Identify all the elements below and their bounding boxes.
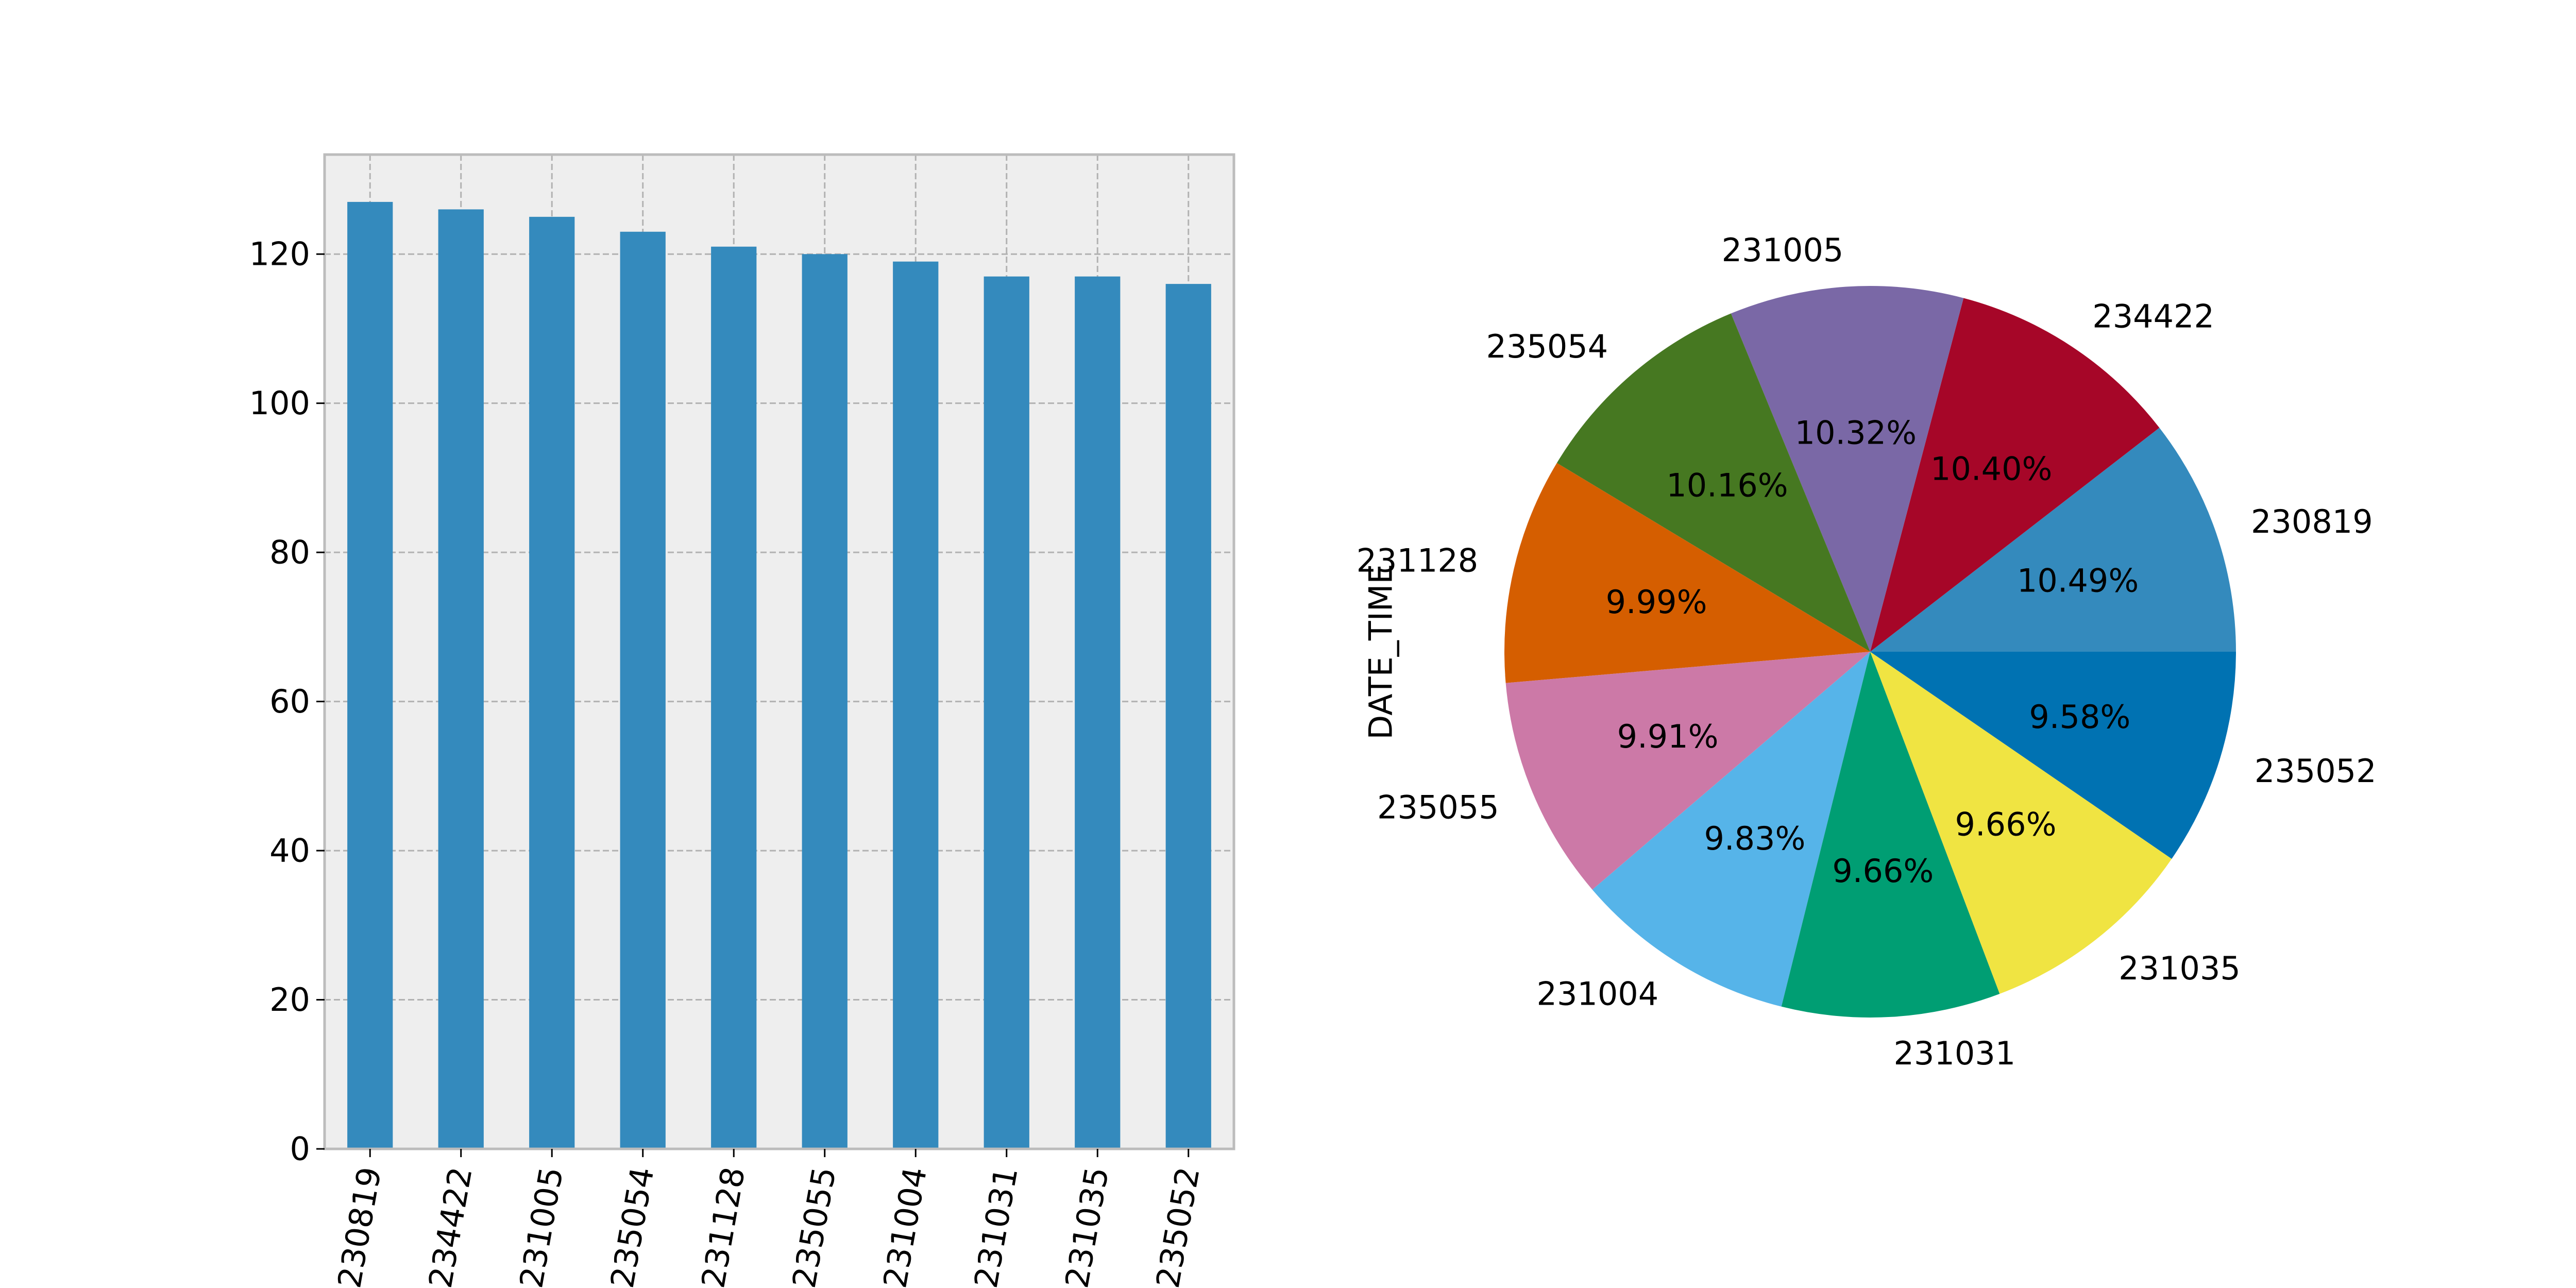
bar xyxy=(893,261,939,1149)
bar-y-tick-label: 40 xyxy=(269,832,310,870)
bar-x-tick-label: 231004 xyxy=(876,1164,934,1288)
bar xyxy=(984,276,1029,1149)
bar-x-tick-label: 231005 xyxy=(512,1164,570,1288)
pie-percent-labels: 10.49% 10.40% 10.32%10.16% 9.99% 9.91% 9.83% 9… xyxy=(1606,414,2139,889)
bar-y-tick-label: 100 xyxy=(249,384,310,422)
bar-x-tick-label: 230819 xyxy=(330,1164,388,1288)
bar-x-tick-label: 235054 xyxy=(603,1164,662,1288)
pie-slice xyxy=(1870,652,2172,994)
pie-chart: DATE_TIME 10.49% 10.40% 10.32%10.16% 9.99% 9… xyxy=(1357,231,2377,1072)
pie-slice xyxy=(1556,313,1870,652)
pie-percent-label: 10.32% xyxy=(1795,414,1917,451)
pie-category-label: 234422 xyxy=(2092,297,2214,335)
bar xyxy=(1075,276,1121,1149)
bar xyxy=(347,201,393,1149)
pie-slice xyxy=(1870,428,2236,652)
pie-category-label: 231005 xyxy=(1722,231,1844,269)
pie-percent-label: 9.83% xyxy=(1704,820,1805,857)
pie-category-label: 231031 xyxy=(1894,1035,2016,1072)
bar-x-tick-label: 231035 xyxy=(1058,1164,1116,1288)
bar xyxy=(802,254,848,1149)
pie-slice xyxy=(1870,298,2160,652)
pie-percent-label: 9.91% xyxy=(1617,718,1719,755)
pie-percent-label: 9.66% xyxy=(1832,852,1934,890)
pie-slice xyxy=(1870,652,2236,859)
pie-slice xyxy=(1592,652,1870,1007)
pie-category-label: 230819 xyxy=(2251,503,2373,540)
bar-x-tick-label: 234422 xyxy=(421,1164,480,1288)
pie-percent-label: 9.66% xyxy=(1955,806,2057,843)
pie-slices xyxy=(1504,286,2236,1018)
bar-x-tick-label: 231128 xyxy=(694,1164,752,1288)
bar-x-axis: 230819 234422 231005 235054 231128 235055 2310… xyxy=(330,1149,1207,1288)
bar xyxy=(438,209,484,1149)
pie-slice xyxy=(1504,463,1870,683)
pie-category-labels: 230819 234422 231005 235054 231128 235055 2310… xyxy=(1357,231,2377,1072)
pie-ylabel: DATE_TIME xyxy=(1362,564,1400,739)
pie-category-label: 235052 xyxy=(2255,752,2377,790)
bar-chart: 0 20 40 60 80 100 120 230819 234422 231005 235054… xyxy=(249,153,1235,1288)
bar-y-axis: 0 20 40 60 80 100 120 xyxy=(249,235,325,1168)
pie-percent-label: 10.49% xyxy=(2017,562,2139,600)
bar xyxy=(529,216,575,1149)
bar-x-tick-label: 231031 xyxy=(967,1164,1025,1288)
bar-y-tick-label: 0 xyxy=(290,1130,310,1168)
bar-plot-frame xyxy=(323,153,1235,1150)
pie-category-label: 235055 xyxy=(1377,788,1499,826)
bar-series xyxy=(347,201,1211,1149)
bar xyxy=(711,246,757,1149)
bar-y-tick-label: 60 xyxy=(269,683,310,720)
bar-y-tick-label: 80 xyxy=(269,534,310,571)
bar xyxy=(620,231,666,1149)
bar-y-tick-label: 20 xyxy=(269,981,310,1019)
pie-percent-label: 10.16% xyxy=(1666,466,1788,504)
bar-x-tick-label: 235052 xyxy=(1149,1164,1207,1288)
pie-category-label: 231035 xyxy=(2119,950,2241,987)
pie-category-label: 231004 xyxy=(1537,975,1659,1013)
pie-slice xyxy=(1505,652,1870,890)
pie-category-label: 235054 xyxy=(1486,328,1608,365)
pie-percent-label: 9.58% xyxy=(2029,698,2130,736)
bar-x-tick-label: 235055 xyxy=(785,1164,843,1288)
pie-percent-label: 9.99% xyxy=(1606,583,1707,621)
bar-y-tick-label: 120 xyxy=(249,235,310,273)
bar xyxy=(1165,284,1211,1149)
pie-slice xyxy=(1781,652,2000,1018)
pie-slice xyxy=(1731,286,1964,652)
pie-category-label: 231128 xyxy=(1357,542,1479,580)
pie-percent-label: 10.40% xyxy=(1930,450,2052,487)
